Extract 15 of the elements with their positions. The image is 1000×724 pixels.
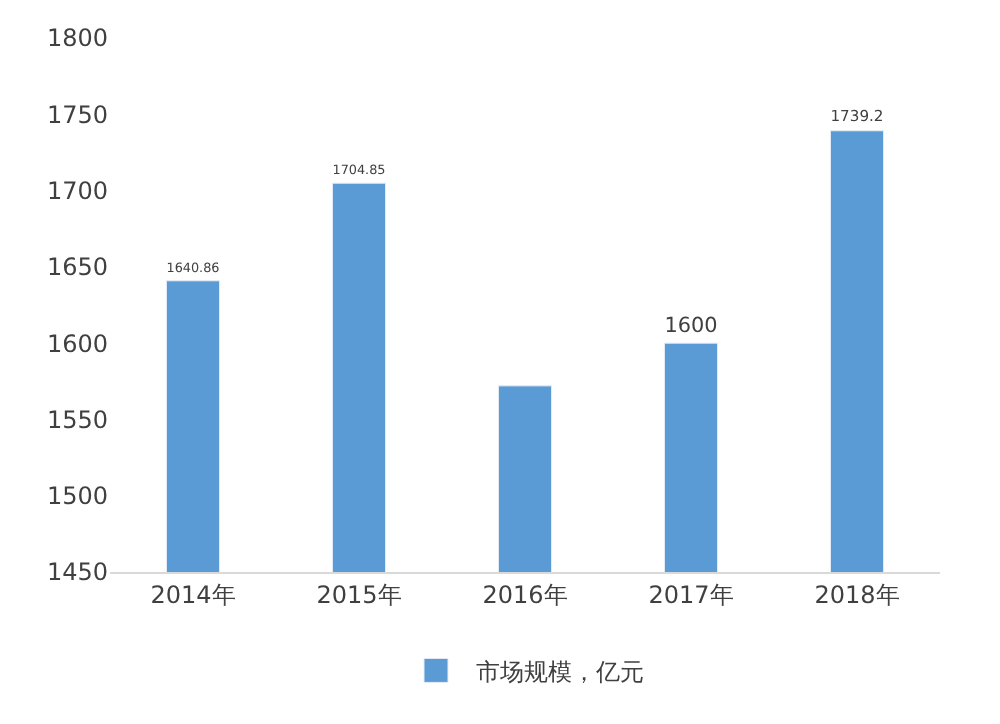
legend-label: 市场规模，亿元 [476, 657, 644, 686]
y-tick-label: 1750 [46, 100, 108, 129]
y-tick-label: 1450 [46, 558, 108, 587]
y-tick-label: 1700 [46, 176, 108, 205]
y-tick-label: 1550 [46, 405, 108, 434]
data-label: 1600 [664, 313, 718, 338]
x-tick-label: 2017年 [648, 580, 734, 609]
y-tick-label: 1800 [46, 24, 108, 53]
y-tick-label: 1650 [46, 253, 108, 282]
x-tick-label: 2014年 [150, 580, 236, 609]
x-tick-label: 2015年 [316, 580, 402, 609]
y-tick-label: 1500 [46, 482, 108, 511]
x-tick-label: 2016年 [482, 580, 568, 609]
y-tick-label: 1600 [46, 329, 108, 358]
x-tick-label: 2018年 [814, 580, 900, 609]
